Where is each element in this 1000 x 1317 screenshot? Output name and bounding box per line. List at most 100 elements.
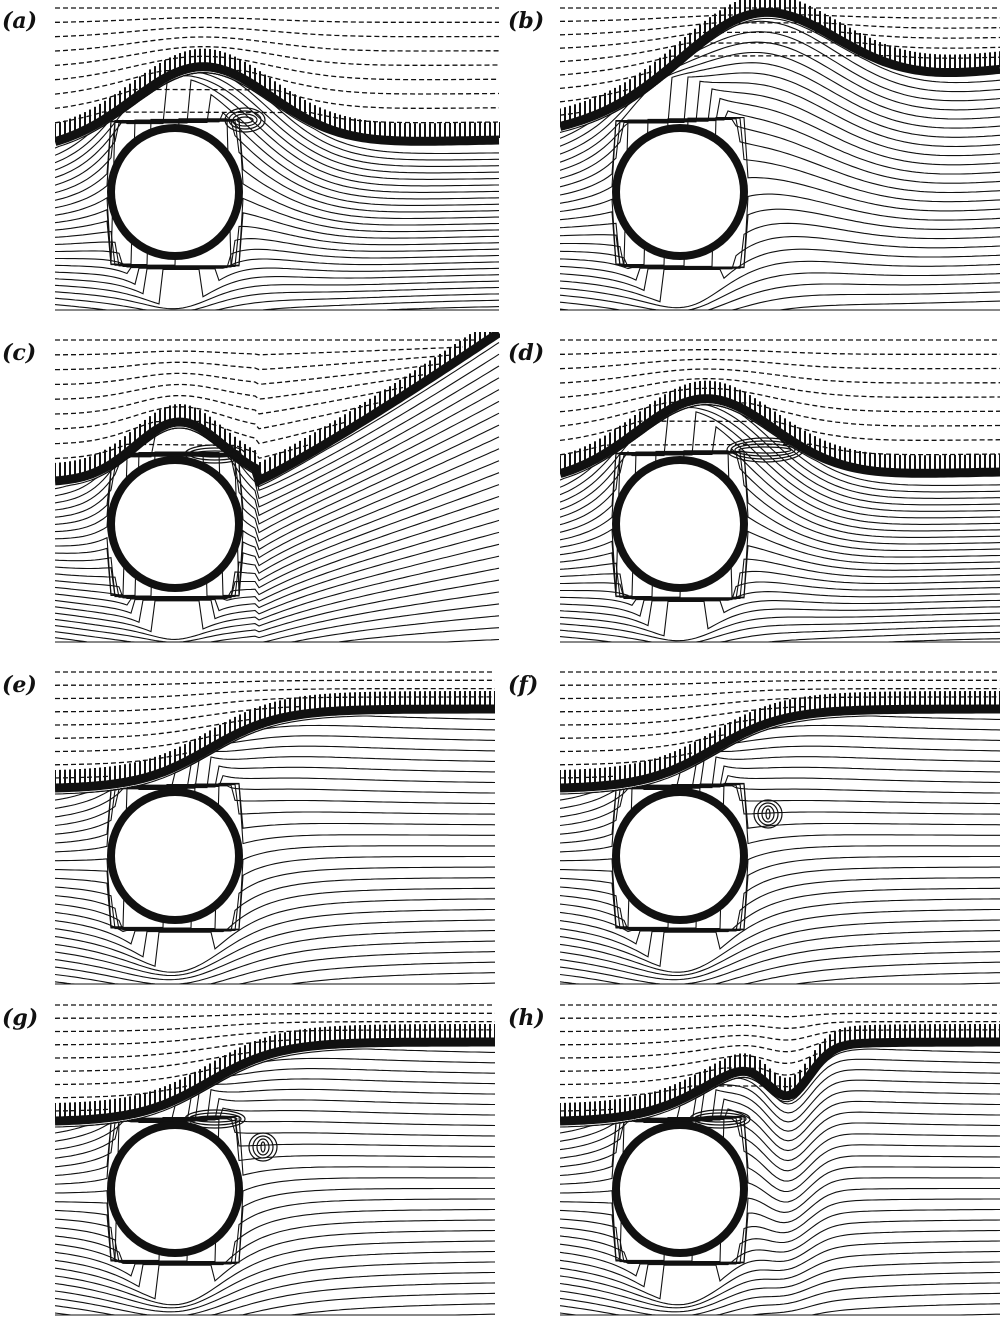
lower-streamline [55,1187,495,1264]
upper-streamline [55,46,499,67]
streamline-panel [560,0,1000,312]
lower-streamline [55,782,495,930]
lower-layer-streamlines [55,1048,495,1316]
upper-streamline [560,687,1000,700]
lower-streamline [560,1261,1000,1313]
lower-streamline [560,1198,1000,1264]
lower-streamline [560,940,1000,985]
lower-streamline [55,1219,495,1288]
lower-streamline [55,1303,495,1316]
lower-streamline [55,1240,495,1306]
cylinder [115,464,235,584]
lower-streamline [560,1303,1000,1316]
lower-streamline [55,268,500,305]
lower-streamline [55,436,500,596]
upper-streamline [55,1020,495,1033]
interface-line [55,1037,495,1126]
lower-streamline [560,877,1000,945]
upper-streamline [560,358,1000,370]
lower-streamline [560,236,1000,292]
lower-streamline [560,450,1000,598]
lower-streamline [55,212,500,267]
upper-streamline [560,54,1000,76]
lower-streamline [560,1219,1000,1288]
streamline-panel [560,997,1000,1317]
cylinder [620,1129,740,1249]
upper-streamline [560,14,1000,23]
lower-streamline [55,79,499,187]
panel-label: (c) [2,340,37,366]
lower-streamline [55,845,495,930]
recirculation-eddy [689,1109,751,1129]
upper-streamline [560,420,1000,442]
lower-streamline [55,898,495,968]
lower-streamline [560,784,1000,928]
cylinder [115,796,235,916]
lower-streamline [560,404,1000,506]
lower-streamline [55,855,495,931]
lower-streamline [55,451,500,597]
upper-streamline [55,775,112,779]
upper-streamline [560,706,805,726]
lower-streamline [55,75,500,180]
lower-layer-streamlines [560,1048,1000,1316]
upper-layer-streamlines [560,339,1000,456]
lower-streamline [560,600,1000,637]
lower-streamline [55,940,495,985]
lower-layer-streamlines [55,715,495,985]
lower-streamline [560,1208,1000,1277]
streamline-plot [55,332,500,643]
lower-streamline [55,1313,495,1316]
lower-streamline [560,982,1000,985]
upper-streamline [560,387,1000,413]
lower-streamline [560,1250,1000,1309]
streamline-panel [55,664,495,986]
lower-streamline [560,97,1000,204]
lower-streamline [55,448,500,596]
lower-streamline [55,258,500,286]
upper-streamline [55,36,499,52]
lower-streamline [560,612,1000,642]
interface-line [560,7,1000,131]
interface-line [560,704,1000,793]
upper-streamline [560,679,1000,686]
lower-streamline [560,222,1000,281]
lower-streamline [55,472,500,598]
upper-streamline [55,718,252,739]
upper-streamline [560,1020,1000,1033]
lower-streamline [560,619,1000,643]
lower-streamline [560,117,1000,267]
panel-label: (g) [2,1005,39,1031]
lower-streamline [560,887,1000,958]
lower-streamline [560,1116,1000,1262]
upper-streamline [560,349,1000,355]
lower-streamline [560,88,1000,196]
lower-streamline [55,72,500,174]
lower-streamline [55,1177,495,1263]
upper-streamline [55,1012,495,1019]
lower-streamline [55,866,495,933]
streamline-panel [55,332,500,644]
lower-streamline [55,93,499,194]
interface-line [55,704,495,793]
panel-label: (b) [508,8,545,34]
lower-streamline [560,118,1000,266]
upper-streamline [55,354,452,371]
lower-streamline [55,119,499,265]
recirculation-eddy [753,799,783,829]
lower-layer-streamlines [55,72,500,311]
upper-streamline [55,679,495,686]
upper-streamline [55,706,300,726]
interface-line [560,1037,1000,1126]
upper-layer-streamlines [55,1004,495,1112]
upper-streamline [55,363,440,386]
panel-label: (a) [2,8,38,34]
upper-streamline [560,31,1000,49]
lower-streamline [55,982,495,985]
lower-streamline [560,782,1000,930]
lower-streamline [55,735,495,809]
lower-streamline [560,72,1000,180]
lower-streamline [55,1198,495,1264]
lower-streamline [560,1117,1000,1261]
lower-streamline [560,41,1000,155]
